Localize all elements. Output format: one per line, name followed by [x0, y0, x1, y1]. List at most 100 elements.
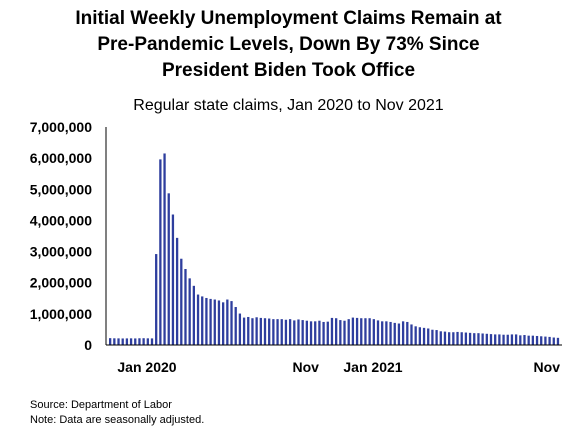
bar: [201, 296, 204, 345]
y-tick-label: 4,000,000: [30, 212, 92, 228]
y-tick-label: 6,000,000: [30, 150, 92, 166]
bar: [125, 338, 129, 345]
bar: [175, 237, 179, 345]
bar: [209, 298, 212, 345]
bar: [389, 321, 392, 345]
bar: [406, 321, 409, 345]
bar: [535, 335, 539, 345]
bar: [355, 317, 359, 345]
y-tick-label: 7,000,000: [30, 119, 92, 135]
bar: [138, 338, 141, 345]
bar: [242, 317, 246, 345]
bar: [401, 321, 405, 345]
bar: [238, 313, 242, 345]
bar: [351, 317, 355, 345]
bar: [117, 338, 120, 345]
x-tick-label: Jan 2020: [117, 359, 176, 375]
bar: [477, 333, 480, 345]
bar: [276, 319, 279, 345]
bar: [217, 300, 221, 345]
y-tick-label: 2,000,000: [30, 275, 92, 291]
bar: [259, 317, 262, 345]
bar: [418, 327, 421, 345]
bar: [364, 318, 367, 345]
bar: [427, 328, 430, 345]
bar: [385, 321, 388, 345]
bar: [226, 299, 229, 345]
bar: [109, 338, 112, 345]
bar: [460, 332, 463, 345]
bar: [268, 318, 271, 345]
bar: [309, 321, 313, 345]
bar: [280, 319, 283, 345]
bar: [234, 307, 237, 345]
bar: [150, 338, 154, 345]
bar: [322, 321, 325, 345]
bar: [510, 334, 514, 345]
bar: [339, 320, 342, 345]
bar: [301, 320, 304, 345]
bar: [196, 294, 200, 345]
bar: [129, 338, 133, 345]
bar: [335, 318, 338, 345]
bar: [439, 331, 442, 345]
bar: [448, 332, 451, 345]
bar: [188, 278, 191, 345]
bar: [167, 193, 170, 345]
bar: [422, 327, 426, 345]
bar: [184, 269, 187, 345]
bar: [263, 318, 267, 345]
bar: [192, 285, 195, 345]
chart-subtitle: Regular state claims, Jan 2020 to Nov 20…: [133, 97, 444, 114]
source-note: Source: Department of Labor: [30, 399, 172, 411]
bar: [506, 334, 509, 345]
bar: [468, 332, 472, 345]
bar: [134, 338, 137, 345]
x-tick-label: Nov: [292, 359, 319, 375]
bar: [531, 335, 534, 345]
bar: [314, 321, 317, 345]
x-tick-label: Nov: [534, 359, 561, 375]
bar: [397, 323, 401, 345]
bar: [255, 317, 258, 345]
bar: [113, 338, 116, 345]
bar: [180, 258, 183, 345]
chart-title-line-1: Initial Weekly Unemployment Claims Remai…: [75, 8, 502, 29]
bar: [305, 320, 308, 345]
bar: [556, 337, 560, 345]
bar: [431, 329, 434, 345]
bar: [494, 334, 497, 345]
bar: [284, 319, 288, 345]
bar: [540, 336, 543, 345]
bar: [548, 336, 551, 345]
bar: [230, 301, 233, 345]
x-tick-label: Jan 2021: [343, 359, 402, 375]
chart-title-line-2: Pre-Pandemic Levels, Down By 73% Since: [97, 34, 480, 55]
y-tick-label: 3,000,000: [30, 244, 92, 260]
chart-title: Initial Weekly Unemployment Claims Remai…: [0, 6, 577, 84]
bar: [544, 336, 547, 345]
bar: [485, 333, 488, 345]
bar: [251, 318, 254, 345]
bar: [121, 338, 124, 345]
bar: [514, 334, 518, 345]
bar: [213, 299, 216, 345]
bar: [452, 332, 455, 345]
bar: [247, 316, 250, 345]
bar: [288, 319, 292, 345]
bar: [393, 322, 396, 345]
bar: [376, 320, 380, 345]
bar: [272, 319, 275, 345]
bar: [552, 337, 555, 345]
chart-title-line-3: President Biden Took Office: [161, 60, 416, 81]
bar: [481, 333, 484, 345]
bar: [159, 159, 162, 345]
bar: [464, 332, 468, 345]
bar: [489, 334, 493, 345]
bar: [347, 319, 350, 345]
bar: [343, 320, 346, 345]
bar: [414, 326, 417, 345]
bar: [519, 335, 522, 345]
bar: [381, 321, 384, 345]
bar: [293, 320, 296, 345]
